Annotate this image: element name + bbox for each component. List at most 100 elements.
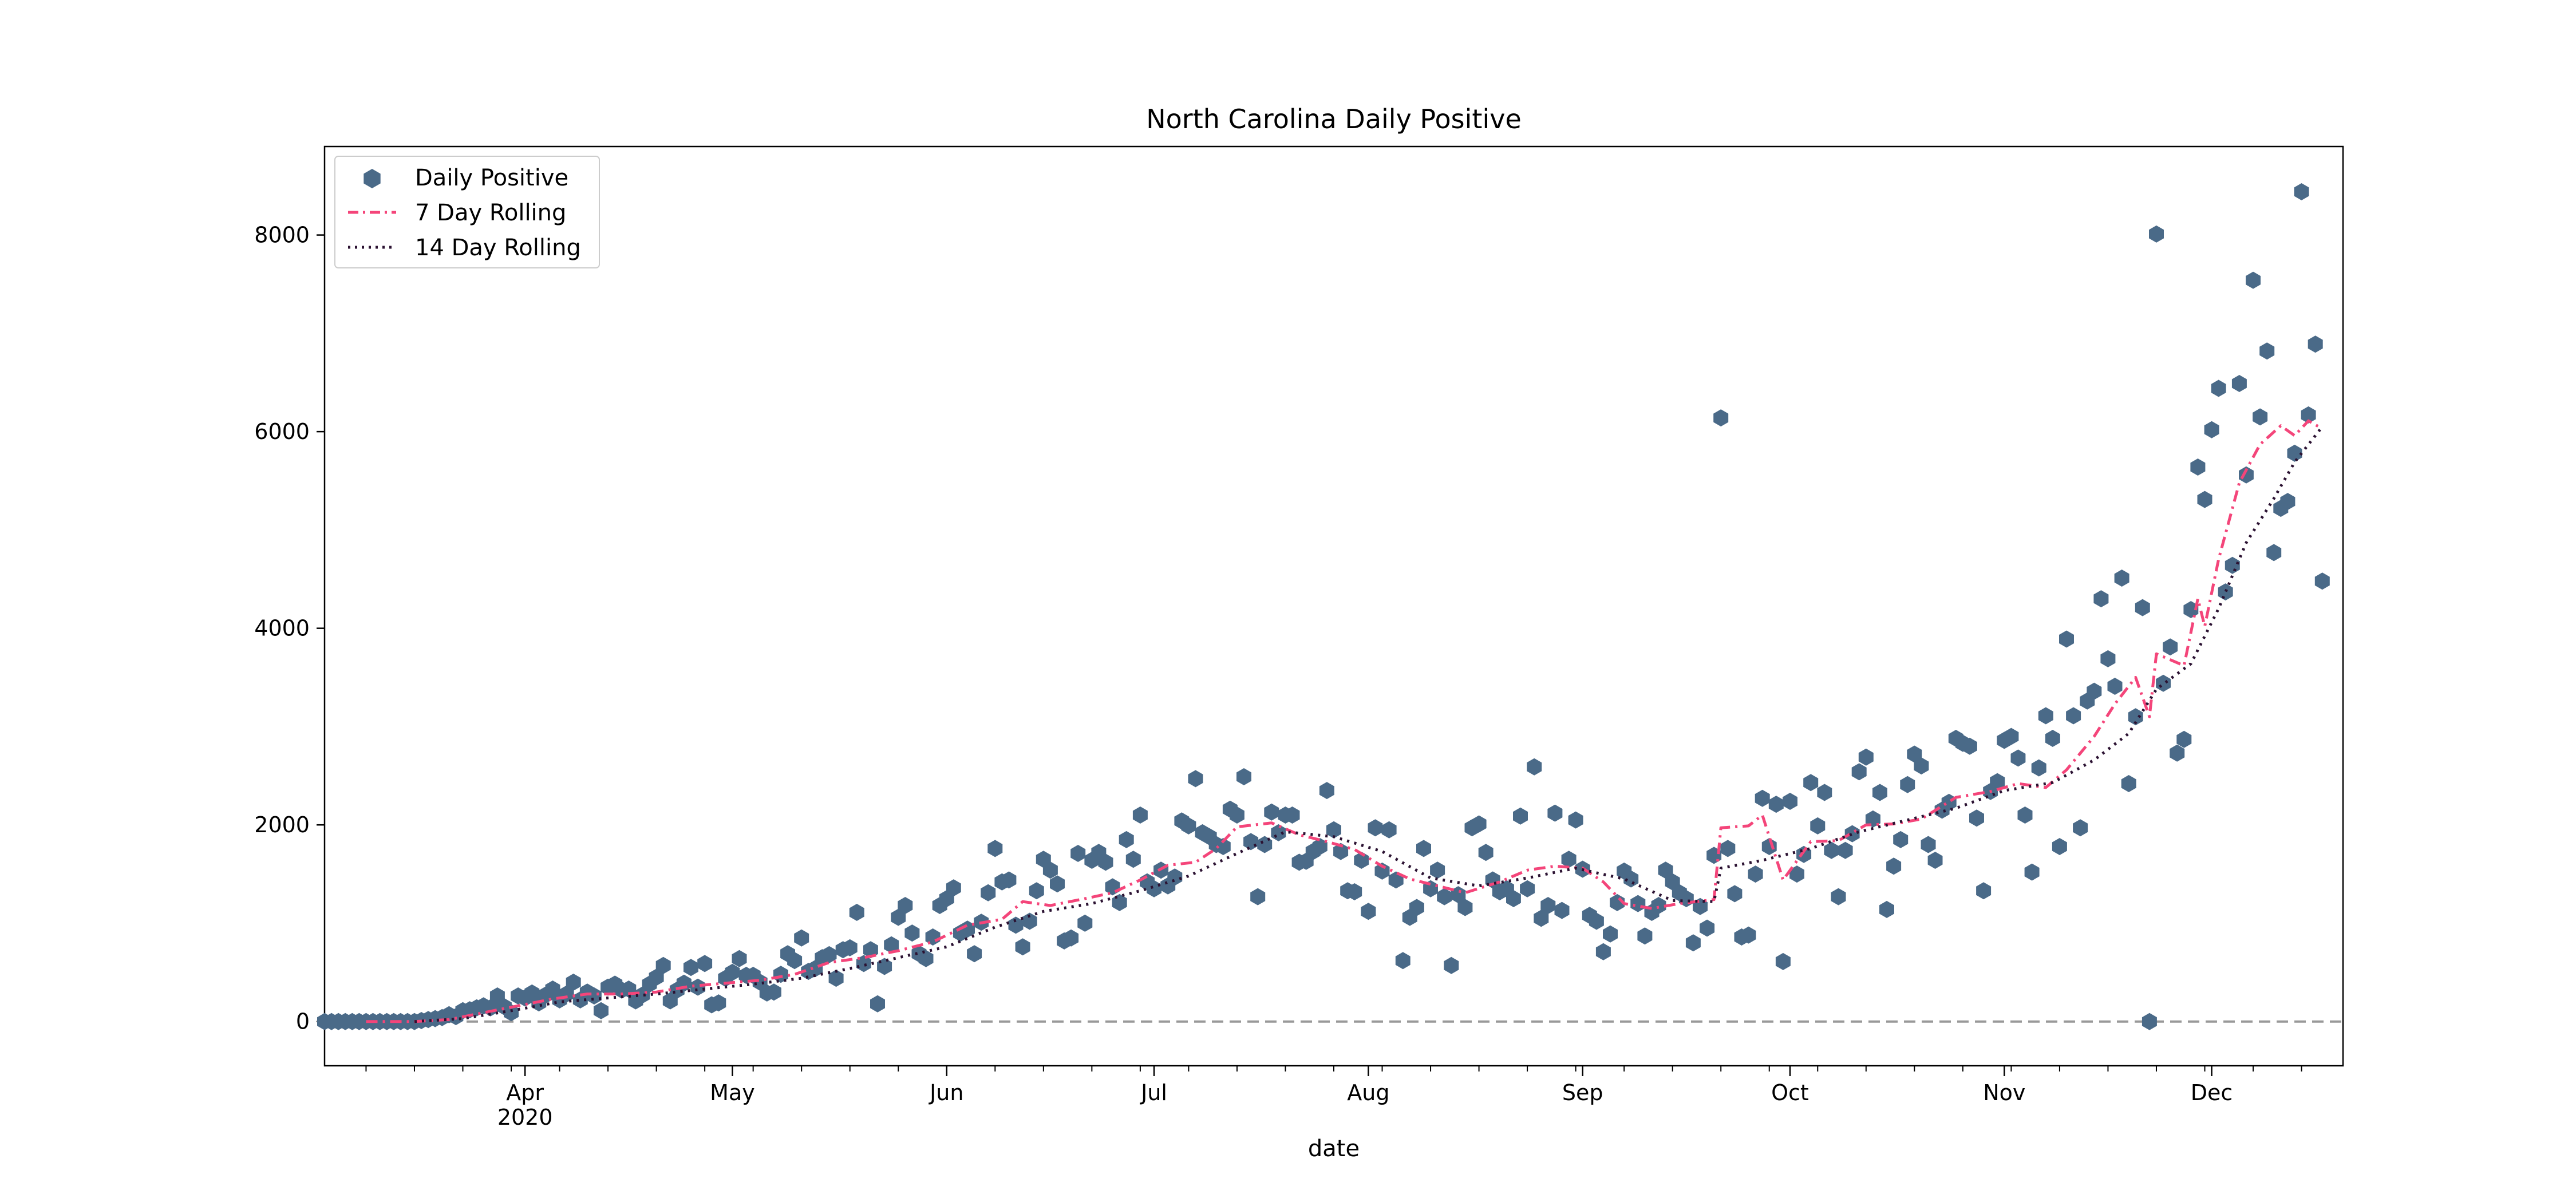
daily-positive-point xyxy=(1015,938,1030,956)
daily-positive-point xyxy=(1534,910,1549,927)
daily-positive-point xyxy=(2107,678,2123,695)
daily-positive-point xyxy=(1105,878,1120,896)
daily-positive-point xyxy=(1755,789,1770,807)
daily-positive-point xyxy=(898,897,913,914)
daily-positive-point xyxy=(967,945,982,963)
daily-positive-point xyxy=(1554,902,1570,919)
legend-label-daily-positive: Daily Positive xyxy=(415,165,568,191)
chart-title: North Carolina Daily Positive xyxy=(1146,104,1522,135)
daily-positive-point xyxy=(828,970,844,987)
daily-positive-point xyxy=(863,941,878,959)
daily-positive-point xyxy=(1319,782,1334,800)
daily-positive-point xyxy=(1685,934,1701,952)
daily-positive-point xyxy=(1181,817,1196,835)
daily-positive-point xyxy=(1029,882,1044,900)
x-tick-label: Nov xyxy=(1983,1080,2025,1105)
daily-positive-point xyxy=(1451,886,1466,904)
daily-positive-point xyxy=(1050,875,1065,893)
daily-positive-point xyxy=(1257,836,1273,853)
daily-positive-point xyxy=(2170,744,2185,762)
daily-positive-point xyxy=(1506,890,1521,907)
plot-area xyxy=(323,145,2344,1067)
daily-positive-point xyxy=(1900,776,1915,793)
daily-positive-point xyxy=(842,939,858,956)
daily-positive-point xyxy=(1561,851,1577,868)
daily-positive-point xyxy=(1914,757,1929,775)
x-tick-label: Dec xyxy=(2191,1080,2233,1105)
daily-positive-point xyxy=(1264,803,1279,821)
daily-positive-point xyxy=(981,884,996,902)
x-tick-sublabel: 2020 xyxy=(497,1105,553,1130)
daily-positive-point xyxy=(2156,674,2171,692)
daily-positive-point xyxy=(1858,748,1874,766)
y-tick-label: 2000 xyxy=(254,812,310,837)
daily-positive-point xyxy=(1748,865,1763,883)
daily-positive-point xyxy=(504,1004,519,1022)
x-tick-label: Sep xyxy=(1562,1080,1603,1105)
daily-positive-point xyxy=(925,928,941,946)
legend: Daily Positive 7 Day Rolling 14 Day Roll… xyxy=(334,156,600,268)
daily-positive-point xyxy=(2087,682,2102,700)
daily-positive-point xyxy=(1603,925,1618,943)
daily-positive-point xyxy=(2211,379,2226,397)
14-day-rolling-line xyxy=(414,425,2324,1023)
daily-positive-point xyxy=(1540,897,1556,914)
daily-positive-point xyxy=(1437,888,1452,906)
daily-positive-point xyxy=(1838,841,1853,859)
daily-positive-point xyxy=(2314,572,2330,590)
legend-marker-daily-positive xyxy=(364,169,381,188)
daily-positive-point xyxy=(1167,868,1183,886)
rolling-average-lines xyxy=(366,419,2324,1023)
daily-positive-point xyxy=(2259,342,2275,360)
daily-positive-point xyxy=(1361,903,1376,920)
daily-positive-point xyxy=(1070,845,1086,862)
daily-positive-point xyxy=(1623,870,1639,888)
daily-positive-point xyxy=(1457,899,1473,916)
daily-positive-point xyxy=(2176,730,2192,748)
daily-positive-point xyxy=(2121,775,2136,792)
x-tick-label: Jul xyxy=(1140,1080,1167,1105)
legend-label-14-day-rolling: 14 Day Rolling xyxy=(415,235,581,261)
daily-positive-point xyxy=(1921,836,1936,853)
daily-positive-point xyxy=(2073,819,2088,837)
daily-positive-point xyxy=(725,963,740,981)
daily-positive-point xyxy=(2038,707,2053,725)
daily-positive-point xyxy=(766,983,781,1001)
daily-positive-point xyxy=(2128,708,2143,726)
daily-positive-point xyxy=(1064,929,1079,947)
daily-positive-point xyxy=(2045,730,2060,747)
daily-positive-point xyxy=(1844,825,1860,843)
daily-positive-point xyxy=(1416,840,1431,857)
daily-positive-point xyxy=(1803,774,1819,792)
daily-positive-points xyxy=(317,183,2330,1030)
daily-positive-point xyxy=(1775,952,1791,970)
daily-positive-point xyxy=(1817,784,1832,801)
daily-positive-point xyxy=(2204,421,2219,438)
daily-positive-point xyxy=(1547,804,1563,822)
daily-positive-point xyxy=(1831,888,1846,906)
daily-positive-point xyxy=(1879,900,1894,918)
daily-positive-point xyxy=(1430,861,1445,879)
daily-positive-point xyxy=(2004,727,2019,745)
daily-positive-point xyxy=(1215,838,1231,855)
daily-positive-point xyxy=(1236,768,1251,785)
daily-positive-point xyxy=(2163,638,2178,656)
daily-positive-point xyxy=(2190,458,2206,476)
daily-positive-point xyxy=(586,987,602,1005)
daily-positive-point xyxy=(1761,838,1777,855)
daily-positive-point xyxy=(2093,590,2109,608)
x-tick-label: Aug xyxy=(1347,1080,1389,1105)
y-tick-label: 0 xyxy=(296,1009,310,1034)
x-tick-label: Jun xyxy=(929,1080,963,1105)
daily-positive-point xyxy=(594,1002,609,1019)
daily-positive-point xyxy=(987,840,1003,857)
daily-positive-point xyxy=(1568,811,1583,829)
daily-positive-point xyxy=(1347,883,1362,900)
daily-positive-point xyxy=(1112,893,1127,911)
daily-positive-point xyxy=(1271,824,1286,841)
daily-positive-point xyxy=(1285,806,1300,824)
daily-positive-point xyxy=(1326,821,1341,839)
daily-positive-point xyxy=(1042,861,1058,879)
daily-positive-point xyxy=(1022,912,1037,930)
